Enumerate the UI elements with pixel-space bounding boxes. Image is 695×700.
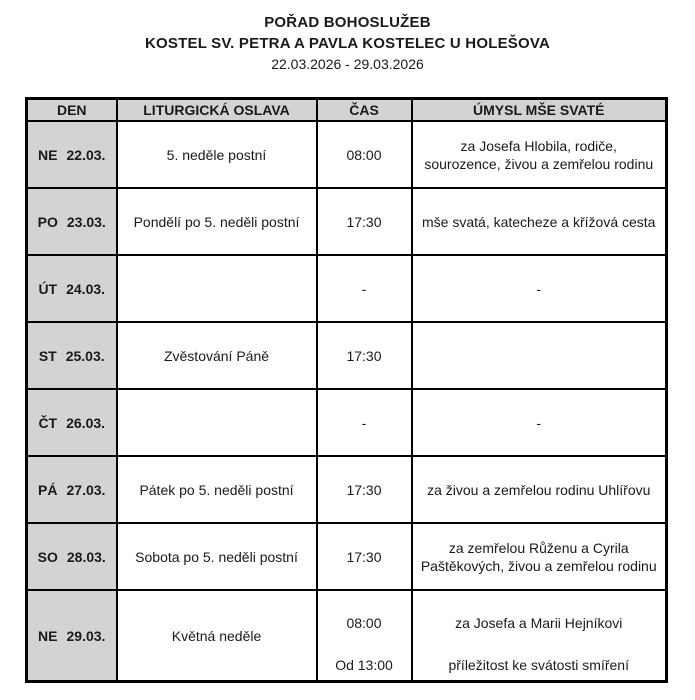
celebration-cell: Zvěstování Páně [115,321,318,390]
time-line: 08:00 [346,615,382,631]
day-abbr: NE [38,627,58,644]
intention-cell: za Josefa a Marii Hejníkovi příležitost k… [410,589,668,683]
time-cell: 17:30 [315,455,413,524]
time-cell: - [315,388,413,457]
intention-cell: za zemřelou Růženu a Cyrila Paštěkových,… [410,522,668,591]
page-title: POŘAD BOHOSLUŽEB [264,14,431,31]
col-header-cas: ČAS [315,97,413,122]
col-header-umysl-mse-svate: ÚMYSL MŠE SVATÉ [410,97,668,122]
table-row: PO 23.03. Pondělí po 5. neděli postní 17:… [25,187,668,256]
day-cell: NE 29.03. [25,589,118,683]
day-cell: PO 23.03. [25,187,118,256]
table-row: NE 22.03. 5. neděle postní 08:00 za Josef… [25,120,668,189]
intention-cell: - [410,254,668,323]
day-abbr: ČT [38,414,58,431]
celebration-cell [115,254,318,323]
celebration-cell [115,388,318,457]
schedule-table: DEN LITURGICKÁ OSLAVA ČAS ÚMYSL MŠE SVAT… [25,97,668,683]
day-abbr: PÁ [38,481,58,498]
table-row: ČT 26.03. - - [25,388,668,457]
col-header-liturgicka-oslava: LITURGICKÁ OSLAVA [115,97,318,122]
celebration-cell: Květná neděle [115,589,318,683]
intention-cell: - [410,388,668,457]
table-row: PÁ 27.03. Pátek po 5. neděli postní 17:30… [25,455,668,524]
header-row: DEN LITURGICKÁ OSLAVA ČAS ÚMYSL MŠE SVAT… [25,97,668,122]
intention-line: příležitost ke svátosti smíření [448,657,629,673]
day-cell: ST 25.03. [25,321,118,390]
time-cell: 17:30 [315,321,413,390]
table-row: SO 28.03. Sobota po 5. neděli postní 17:3… [25,522,668,591]
page-subtitle: KOSTEL SV. PETRA A PAVLA KOSTELEC U HOLE… [145,35,550,52]
time-cell: - [315,254,413,323]
day-abbr: PO [37,213,58,230]
intention-cell: za živou a zemřelou rodinu Uhlířovu [410,455,668,524]
celebration-cell: Pondělí po 5. neděli postní [115,187,318,256]
intention-line-stack: za Josefa a Marii Hejníkovi příležitost k… [421,593,658,678]
time-line: Od 13:00 [335,657,393,673]
day-date: 28.03. [66,548,106,565]
day-date: 22.03. [66,146,106,163]
time-line-stack: 08:00 Od 13:00 [326,593,403,678]
celebration-cell: Pátek po 5. neděli postní [115,455,318,524]
intention-cell: za Josefa Hlobila, rodiče, sourozence, ž… [410,120,668,189]
time-cell: 08:00 [315,120,413,189]
col-header-den: DEN [25,97,118,122]
time-cell: 17:30 [315,522,413,591]
day-date: 25.03. [65,347,105,364]
intention-cell: mše svatá, katecheze a křížová cesta [410,187,668,256]
day-abbr: NE [38,146,58,163]
day-date: 27.03. [66,481,106,498]
intention-line: za Josefa a Marii Hejníkovi [455,615,623,631]
day-abbr: SO [37,548,58,565]
day-cell: SO 28.03. [25,522,118,591]
intention-cell [410,321,668,390]
celebration-cell: 5. neděle postní [115,120,318,189]
day-date: 23.03. [66,213,106,230]
time-cell: 08:00 Od 13:00 [315,589,413,683]
day-cell: ÚT 24.03. [25,254,118,323]
table-row: NE 29.03. Květná neděle 08:00 Od 13:00 za … [25,589,668,683]
table-row: ÚT 24.03. - - [25,254,668,323]
celebration-cell: Sobota po 5. neděli postní [115,522,318,591]
day-date: 24.03. [66,280,106,297]
day-abbr: ST [38,347,57,364]
day-date: 29.03. [66,627,106,644]
day-date: 26.03. [66,414,106,431]
day-cell: NE 22.03. [25,120,118,189]
schedule-body: NE 22.03. 5. neděle postní 08:00 za Josef… [25,120,668,683]
time-cell: 17:30 [315,187,413,256]
document-header: POŘAD BOHOSLUŽEB KOSTEL SV. PETRA A PAVL… [0,0,695,75]
day-cell: ČT 26.03. [25,388,118,457]
day-cell: PÁ 27.03. [25,455,118,524]
day-abbr: ÚT [38,280,58,297]
table-row: ST 25.03. Zvěstování Páně 17:30 [25,321,668,390]
page-date-range: 22.03.2026 - 29.03.2026 [271,56,424,72]
